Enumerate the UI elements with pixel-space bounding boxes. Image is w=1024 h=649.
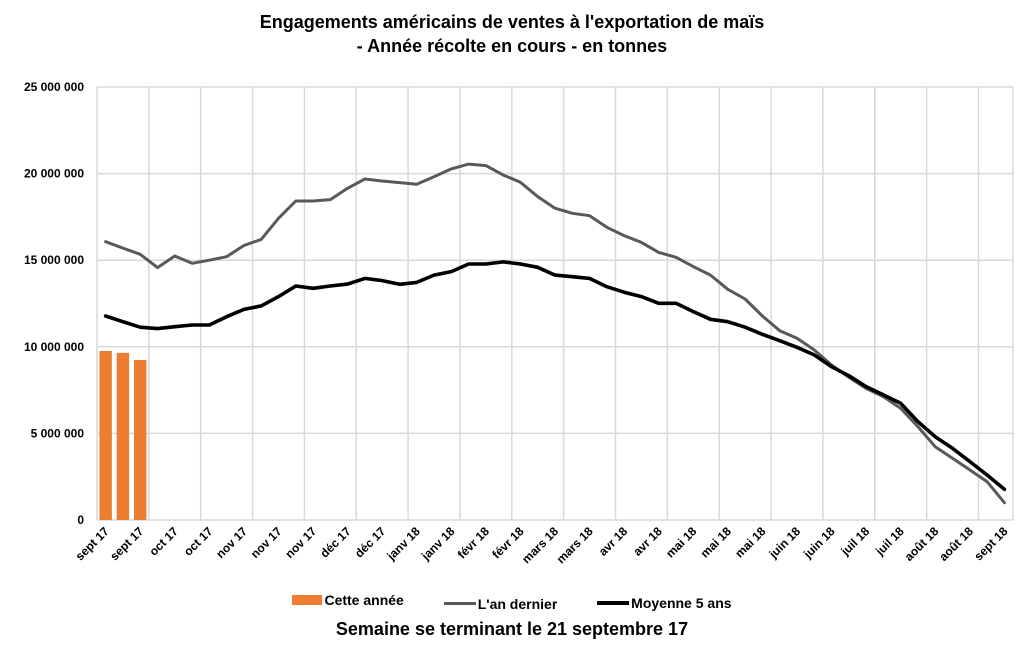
- chart-plot: 0 5 000 000 10 000 000 15 000 000 20 000 000…: [24, 80, 1014, 566]
- legend-item-cette-annee: Cette année: [292, 592, 404, 608]
- x-tick-label: sept 18: [971, 524, 1010, 563]
- x-tick-label: sept 17: [107, 524, 146, 563]
- x-tick-label: mai 18: [732, 524, 769, 561]
- x-tick-label: nov 17: [282, 524, 319, 561]
- x-tick-label: déc 17: [352, 524, 389, 561]
- line-an-dernier: [104, 162, 1006, 505]
- y-tick-label: 15 000 000: [24, 253, 84, 267]
- legend-label: Moyenne 5 ans: [631, 595, 732, 611]
- x-tick-label: juin 18: [766, 524, 804, 562]
- x-tick-label: oct 17: [146, 524, 181, 559]
- legend-label: L'an dernier: [477, 595, 558, 612]
- x-tick-label: févr 18: [455, 524, 492, 561]
- x-tick-label: juin 18: [800, 524, 838, 562]
- x-tick-label: déc 17: [317, 524, 354, 561]
- legend-label: Cette année: [324, 592, 404, 608]
- legend-item-moyenne-5-ans: Moyenne 5 ans: [597, 595, 732, 611]
- x-tick-label: mai 18: [663, 524, 700, 561]
- x-tick-label: août 18: [936, 524, 976, 564]
- x-axis-title: Semaine se terminant le 21 septembre 17: [335, 619, 689, 639]
- x-tick-label: sept 17: [73, 524, 112, 563]
- line-moyenne-5-ans: [103, 260, 1007, 492]
- x-tick-label: janv 18: [383, 524, 423, 564]
- bar: [133, 359, 147, 520]
- legend: Cette année L'an dernier Moyenne 5 ans: [0, 592, 1024, 612]
- x-tick-label: nov 17: [213, 524, 250, 561]
- y-tick-label: 10 000 000: [24, 340, 84, 354]
- legend-swatch-bar: [292, 595, 323, 605]
- chart-title-line-1: Engagements américains de ventes à l'exp…: [259, 12, 765, 32]
- y-axis-tick-labels: 0 5 000 000 10 000 000 15 000 000 20 000 000…: [24, 80, 84, 527]
- y-tick-label: 5 000 000: [31, 426, 85, 440]
- x-tick-label: juil 18: [838, 524, 873, 559]
- bar: [99, 350, 112, 520]
- y-tick-label: 20 000 000: [24, 167, 84, 181]
- chart-title: Engagements américains de ventes à l'exp…: [0, 10, 1024, 58]
- x-tick-label: mars 18: [519, 524, 561, 566]
- series-lines: [103, 162, 1007, 505]
- y-tick-label: 0: [77, 513, 84, 527]
- x-tick-label: août 18: [902, 524, 942, 564]
- x-tick-label: mars 18: [554, 524, 596, 566]
- legend-swatch-line-grey: [443, 602, 476, 605]
- x-tick-label: janv 18: [418, 524, 458, 564]
- bar: [116, 352, 130, 520]
- chart-title-line-2: - Année récolte en cours - en tonnes: [356, 36, 668, 56]
- x-tick-label: oct 17: [181, 524, 216, 559]
- x-tick-label: avr 18: [596, 524, 631, 559]
- x-tick-label: nov 17: [248, 524, 285, 561]
- x-tick-label: mai 18: [698, 524, 735, 561]
- legend-item-an-dernier: L'an dernier: [443, 595, 558, 612]
- y-tick-label: 25 000 000: [24, 80, 84, 94]
- gridlines: [96, 86, 1014, 521]
- legend-swatch-line-black: [597, 601, 630, 605]
- x-tick-label: avr 18: [630, 524, 665, 559]
- bars-cette-annee: [99, 350, 147, 520]
